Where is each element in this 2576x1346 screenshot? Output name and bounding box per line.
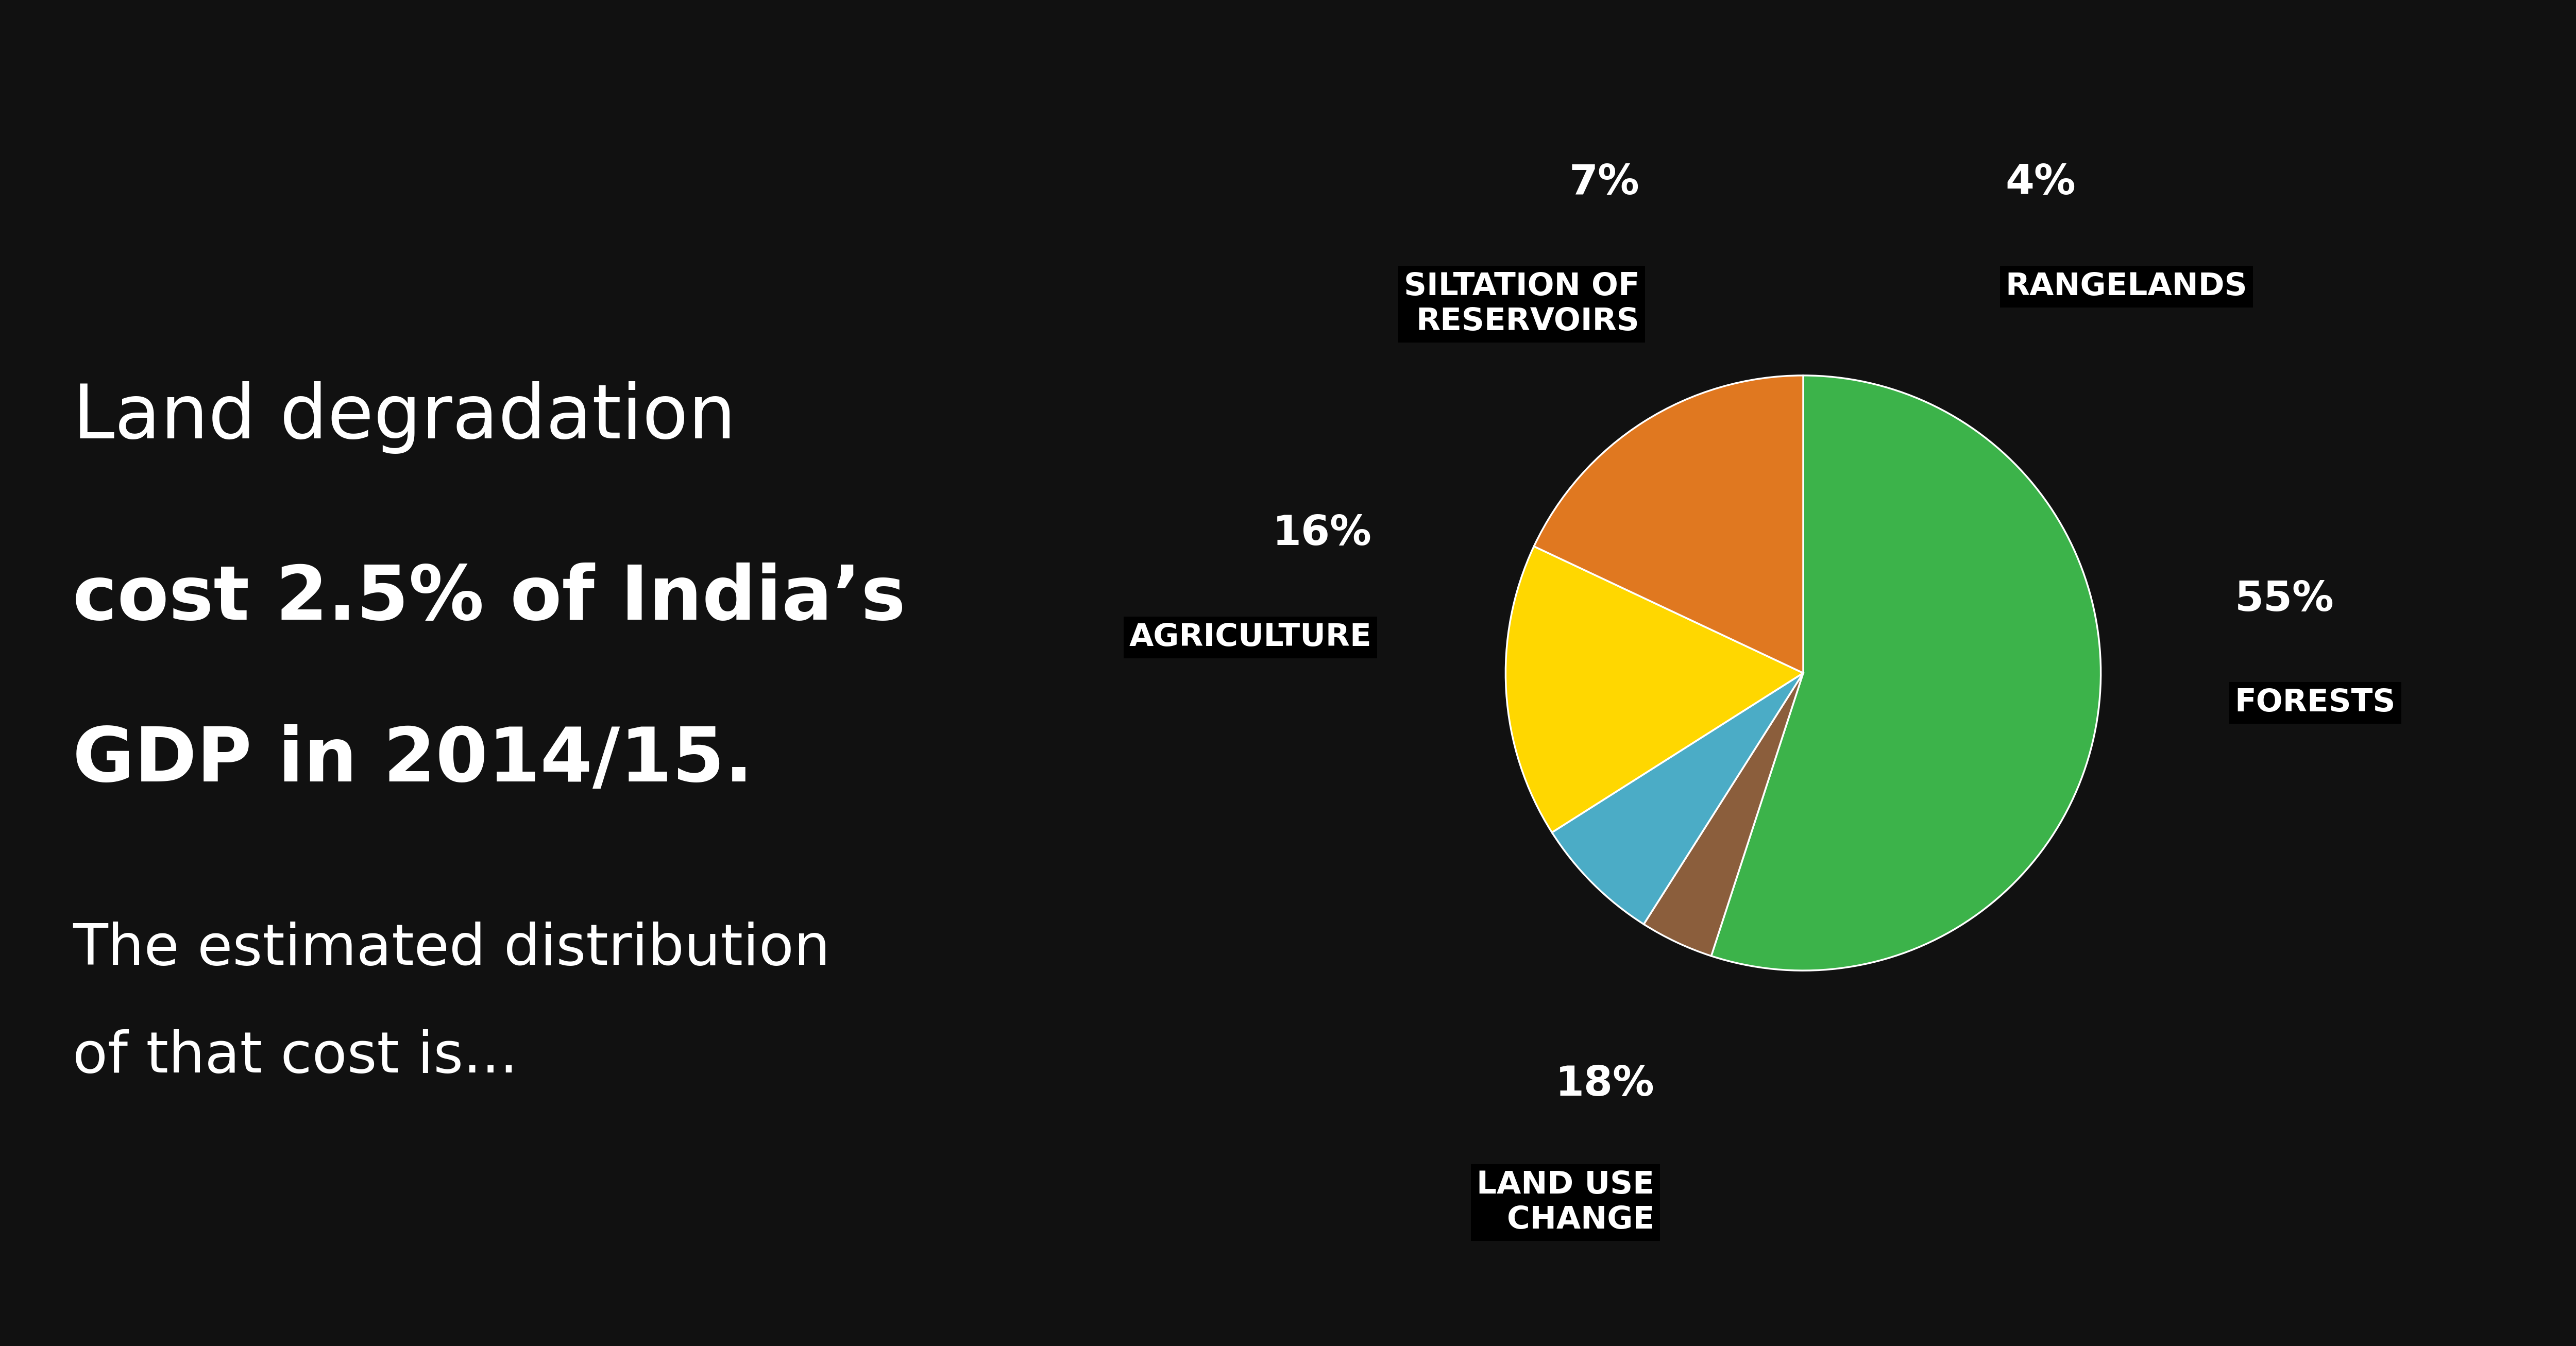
Text: 55%: 55% <box>2236 579 2334 619</box>
Text: 18%: 18% <box>1556 1065 1654 1105</box>
Text: RANGELANDS: RANGELANDS <box>2007 272 2246 302</box>
Text: GDP in 2014/15.: GDP in 2014/15. <box>72 724 752 797</box>
Wedge shape <box>1551 673 1803 925</box>
Wedge shape <box>1710 376 2102 970</box>
Text: AGRICULTURE: AGRICULTURE <box>1128 622 1370 653</box>
Text: The estimated distribution: The estimated distribution <box>72 922 829 976</box>
Text: LAND USE
CHANGE: LAND USE CHANGE <box>1476 1170 1654 1236</box>
Text: SILTATION OF
RESERVOIRS: SILTATION OF RESERVOIRS <box>1404 272 1638 336</box>
Wedge shape <box>1504 546 1803 832</box>
Text: of that cost is...: of that cost is... <box>72 1030 518 1084</box>
Text: 7%: 7% <box>1569 163 1638 203</box>
Wedge shape <box>1533 376 1803 673</box>
Text: 16%: 16% <box>1273 514 1370 555</box>
Text: 4%: 4% <box>2007 163 2076 203</box>
Text: Land degradation: Land degradation <box>72 381 737 454</box>
Text: FORESTS: FORESTS <box>2236 688 2396 719</box>
Wedge shape <box>1643 673 1803 956</box>
Text: cost 2.5% of India’s: cost 2.5% of India’s <box>72 563 907 635</box>
